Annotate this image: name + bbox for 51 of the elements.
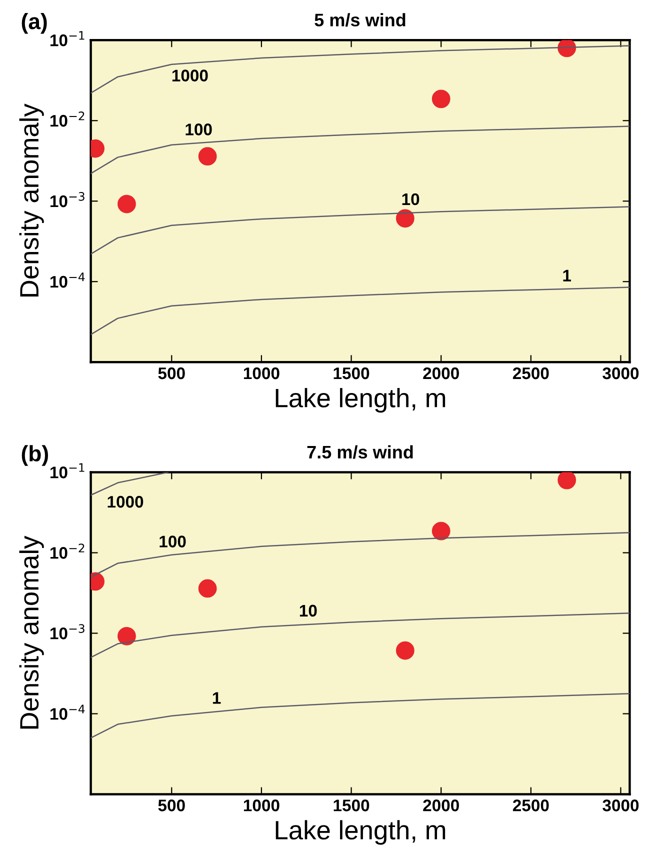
y-tick-label: 10$^{−2}$ <box>50 544 84 559</box>
y-tick-label: 10$^{−2}$ <box>50 112 84 127</box>
x-tick-label: 500 <box>158 800 185 812</box>
point <box>198 579 217 598</box>
line-series <box>90 45 630 94</box>
line-series <box>90 126 630 174</box>
annotation: 1000 <box>108 496 144 508</box>
x-tick-label: 3000 <box>602 367 639 380</box>
annotation: 10 <box>402 193 420 206</box>
x-tick-label: 2500 <box>512 800 549 812</box>
point <box>396 641 414 660</box>
x-tick-label: 1500 <box>334 800 370 812</box>
y-tick-label: 10$^{−1}$ <box>50 463 84 478</box>
annotation: 10 <box>300 604 317 617</box>
x-axis-title: Lake length, m <box>276 388 446 413</box>
y-tick-label: 10$^{−1}$ <box>50 31 84 46</box>
x-tick-label: 2000 <box>423 367 459 380</box>
x-tick-label: 2500 <box>512 367 549 380</box>
point <box>558 40 576 58</box>
text: (a) <box>22 12 47 34</box>
y-tick-label: 10$^{−3}$ <box>50 624 84 640</box>
line-series <box>90 286 630 336</box>
y-axis-title: Density anomaly <box>19 536 44 729</box>
annotation: 1 <box>212 692 221 704</box>
x-tick-label: 1000 <box>244 367 280 380</box>
point <box>118 626 136 646</box>
line-series <box>90 206 630 255</box>
annotation: 1 <box>563 270 572 282</box>
x-tick-label: 1500 <box>334 367 370 380</box>
annotation: 100 <box>186 124 212 136</box>
annotation: 100 <box>160 536 186 548</box>
y-tick-label: 10$^{−4}$ <box>50 704 85 720</box>
text: (b) <box>22 445 48 466</box>
y-tick-label: 10$^{−4}$ <box>50 272 85 288</box>
y-axis-title: Density anomaly <box>19 104 44 296</box>
x-tick-label: 3000 <box>602 800 639 812</box>
x-tick-label: 500 <box>158 367 185 380</box>
x-axis-title: Lake length, m <box>276 820 446 845</box>
point <box>432 522 450 540</box>
chart-title: 5 m/s wind <box>314 13 406 27</box>
point <box>118 194 136 214</box>
line-series <box>90 692 630 739</box>
x-tick-label: 1000 <box>244 800 280 812</box>
chart-title: 7.5 m/s wind <box>307 445 413 459</box>
annotation: 1000 <box>172 70 208 82</box>
point <box>198 147 217 166</box>
y-tick-label: 10$^{−3}$ <box>50 192 84 208</box>
point <box>396 209 414 228</box>
point <box>432 90 450 108</box>
point <box>558 472 576 490</box>
x-tick-label: 2000 <box>423 800 459 812</box>
